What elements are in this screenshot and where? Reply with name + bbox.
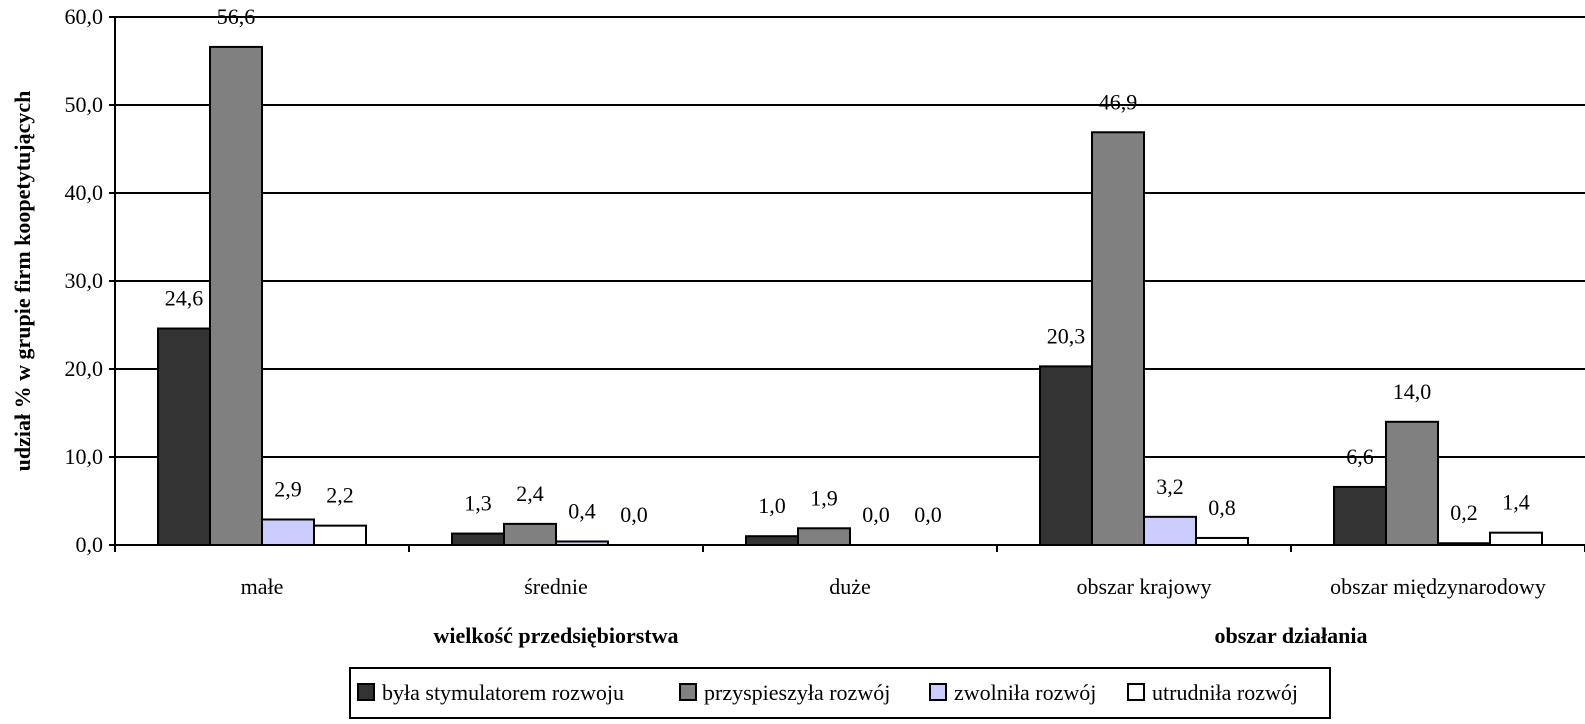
x-tick-label: duże — [829, 574, 871, 599]
bar — [261, 518, 315, 546]
axes: 0,0 10,0 20,0 30,0 40,0 50,0 60,0 małe średnie du… — [10, 4, 1585, 648]
bar — [1333, 485, 1387, 547]
bar — [451, 532, 505, 546]
bars — [157, 45, 1543, 547]
data-label: 0,2 — [1450, 500, 1478, 525]
data-label: 2,9 — [274, 476, 302, 501]
bar — [797, 527, 851, 547]
bar — [503, 522, 557, 547]
data-label: 1,4 — [1502, 490, 1530, 515]
data-label: 14,0 — [1393, 379, 1432, 404]
data-label: 24,6 — [165, 286, 204, 311]
data-label: 0,0 — [620, 502, 648, 527]
x-tick-label: średnie — [524, 574, 588, 599]
bar — [1039, 365, 1093, 546]
bar — [209, 45, 263, 546]
bar — [745, 535, 799, 547]
legend-label: utrudniła rozwój — [1152, 680, 1298, 705]
bar — [1143, 515, 1197, 547]
data-label: 1,9 — [810, 485, 838, 510]
data-label: 0,0 — [862, 502, 890, 527]
grid-lines — [115, 16, 1585, 458]
data-label: 0,0 — [914, 502, 942, 527]
data-label: 20,3 — [1047, 323, 1086, 348]
y-tick-label: 60,0 — [65, 4, 104, 29]
y-tick-label: 30,0 — [65, 268, 104, 293]
x-tick-label: małe — [241, 574, 284, 599]
legend: była stymulatorem rozwoju przyspieszyła r… — [349, 667, 1331, 719]
data-label: 6,6 — [1346, 444, 1374, 469]
legend-label: była stymulatorem rozwoju — [382, 680, 624, 705]
group-label: obszar działania — [1214, 623, 1367, 648]
data-label: 2,4 — [516, 481, 544, 506]
bar — [1091, 131, 1145, 546]
data-labels: 24,6 56,6 2,9 2,2 1,3 2,4 0,4 0,0 1,0 1,9 0,0 0,0 20… — [165, 4, 1530, 527]
bar — [1195, 536, 1249, 547]
legend-label: zwolniła rozwój — [954, 680, 1096, 705]
legend-box — [349, 667, 1331, 719]
bar — [1385, 420, 1439, 546]
y-tick-label: 20,0 — [65, 356, 104, 381]
bar — [157, 327, 211, 546]
y-tick-label: 40,0 — [65, 180, 104, 205]
y-tick-label: 50,0 — [65, 92, 104, 117]
x-tick-label: obszar międzynarodowy — [1330, 574, 1546, 599]
data-label: 2,2 — [326, 483, 354, 508]
y-tick-label: 10,0 — [65, 444, 104, 469]
data-label: 0,4 — [568, 498, 596, 523]
legend-swatch — [357, 683, 375, 701]
data-label: 56,6 — [217, 4, 256, 29]
legend-swatch — [929, 683, 947, 701]
data-label: 3,2 — [1156, 474, 1184, 499]
legend-label: przyspieszyła rozwój — [704, 680, 890, 705]
data-label: 46,9 — [1099, 89, 1138, 114]
legend-swatch — [679, 683, 697, 701]
y-axis-title: udział % w grupie firm koopetytujących — [10, 91, 35, 472]
bar — [313, 524, 367, 547]
group-label: wielkość przedsiębiorstwa — [433, 623, 678, 648]
legend-swatch — [1127, 683, 1145, 701]
data-label: 1,3 — [464, 491, 492, 516]
y-tick-label: 0,0 — [76, 532, 104, 557]
data-label: 1,0 — [758, 493, 786, 518]
x-tick-label: obszar krajowy — [1076, 574, 1211, 599]
bar — [1489, 531, 1543, 546]
data-label: 0,8 — [1208, 495, 1236, 520]
